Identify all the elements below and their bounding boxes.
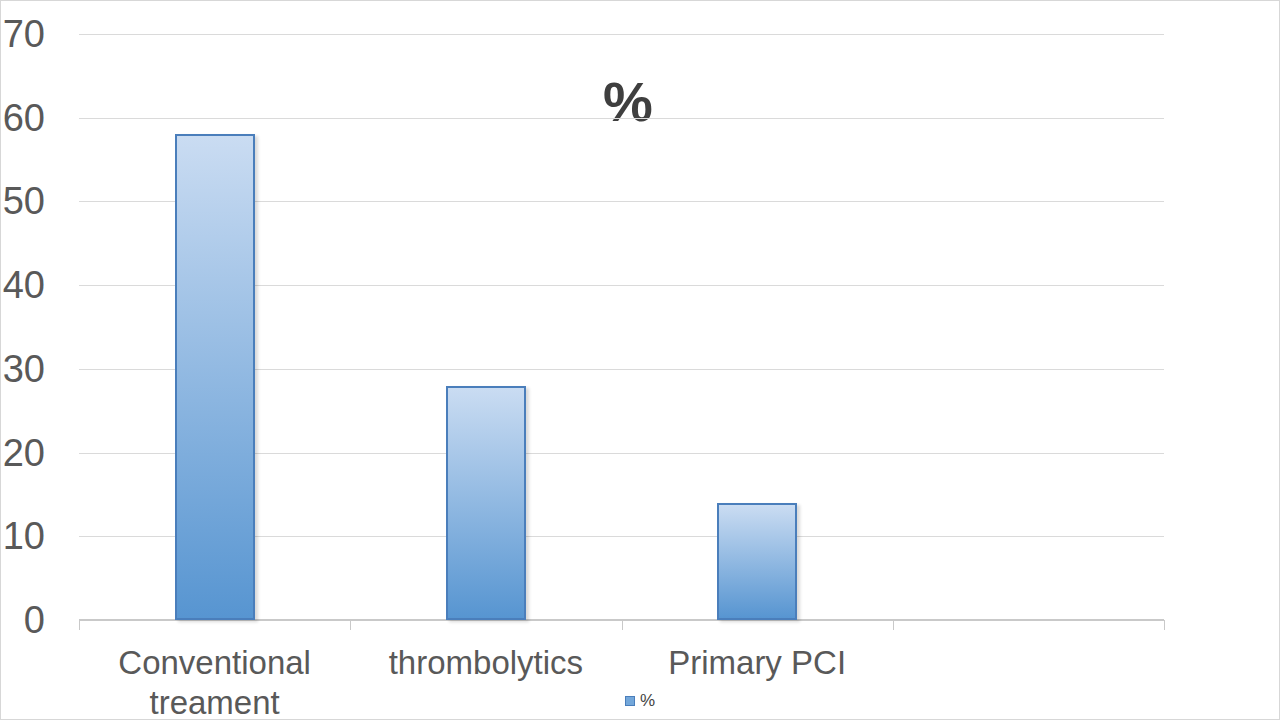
axis-tick	[893, 620, 894, 630]
chart-title: %	[603, 69, 653, 134]
gridline	[79, 118, 1164, 119]
y-axis-label: 30	[1, 348, 45, 390]
axis-tick	[350, 620, 351, 630]
y-axis-label: 60	[1, 97, 45, 139]
y-axis-label: 50	[1, 180, 45, 222]
y-axis-label: 70	[1, 13, 45, 55]
axis-tick	[79, 620, 80, 630]
bar-chart: % 010203040506070Conventional treamentth…	[0, 0, 1280, 720]
legend-marker-icon	[625, 696, 635, 706]
gridline	[79, 34, 1164, 35]
legend-series-label: %	[640, 691, 655, 711]
y-axis-label: 10	[1, 515, 45, 557]
legend: %	[1, 691, 1279, 711]
bar	[175, 134, 255, 620]
axis-tick	[622, 620, 623, 630]
bar	[446, 386, 526, 620]
bar	[717, 503, 797, 620]
category-label: thrombolytics	[346, 643, 626, 683]
y-axis-label: 20	[1, 432, 45, 474]
axis-tick	[1164, 620, 1165, 630]
y-axis-label: 0	[1, 599, 45, 641]
y-axis-label: 40	[1, 264, 45, 306]
category-label: Primary PCI	[617, 643, 897, 683]
